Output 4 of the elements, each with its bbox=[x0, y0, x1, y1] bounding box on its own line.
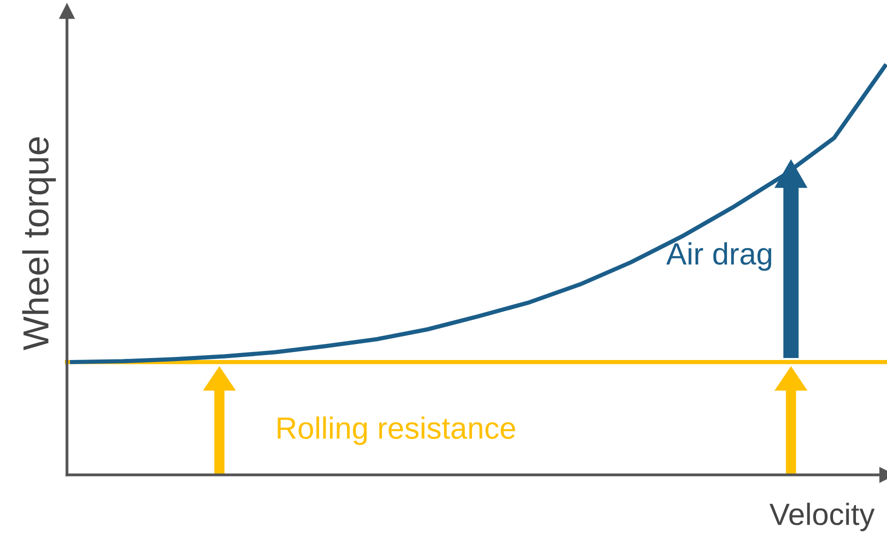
annotation: Air drag bbox=[666, 242, 772, 271]
x-axis-title: Velocity bbox=[770, 502, 875, 532]
annotation: Rolling resistance bbox=[278, 416, 516, 445]
y-axis-title: Wheel torque bbox=[22, 137, 56, 350]
